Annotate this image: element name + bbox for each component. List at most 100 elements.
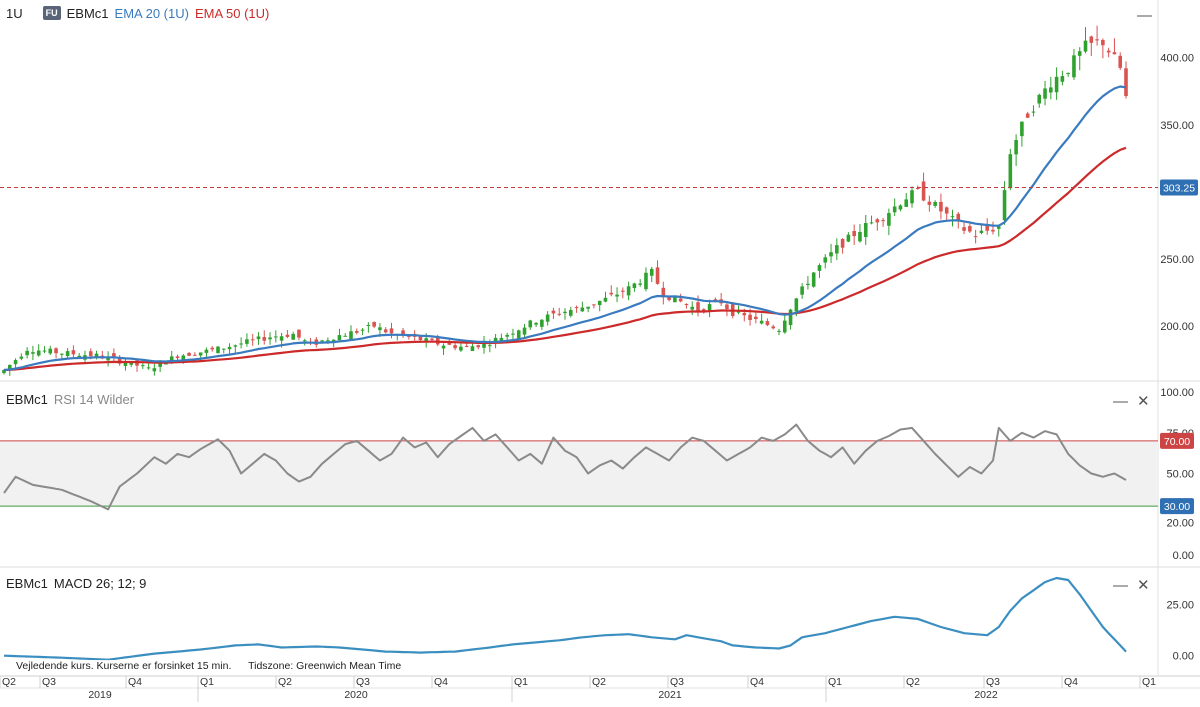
- year-label: 2020: [344, 689, 368, 701]
- candle: [632, 282, 637, 292]
- candle-body: [204, 349, 209, 353]
- candle: [1089, 35, 1094, 56]
- candle-body: [274, 336, 278, 338]
- candle-body: [545, 314, 550, 322]
- candle-body: [875, 219, 880, 223]
- candle-body: [869, 222, 874, 224]
- candle-body: [788, 309, 793, 326]
- candle: [152, 363, 157, 376]
- candle: [383, 327, 388, 334]
- macd-minimize-icon[interactable]: —: [1113, 577, 1128, 594]
- quarter-label: Q2: [278, 676, 292, 688]
- rsi-level-label: 30.00: [1164, 501, 1190, 513]
- candle: [881, 218, 885, 227]
- macd-label[interactable]: MACD 26; 12; 9: [53, 575, 147, 591]
- ema50-legend[interactable]: EMA 50 (1U): [194, 5, 270, 21]
- candle: [210, 346, 214, 352]
- candle-body: [673, 295, 677, 303]
- candle-body: [175, 356, 180, 359]
- candle-body: [187, 352, 191, 356]
- candle: [540, 319, 544, 330]
- candle: [910, 186, 914, 208]
- candle-body: [181, 355, 186, 362]
- candle: [754, 311, 758, 324]
- candle-body: [806, 283, 810, 285]
- candle: [221, 348, 226, 354]
- candle-body: [77, 355, 81, 358]
- candle-body: [401, 330, 405, 336]
- candle-body: [586, 306, 590, 309]
- rsi-close-icon[interactable]: ✕: [1137, 393, 1150, 410]
- candle: [545, 311, 550, 326]
- candle-body: [962, 227, 966, 231]
- quarter-label: Q3: [42, 676, 56, 688]
- candle: [528, 319, 533, 330]
- candle: [725, 302, 729, 317]
- candle: [1118, 52, 1123, 70]
- candle-body: [736, 311, 741, 313]
- candle: [42, 346, 47, 354]
- candle-body: [991, 229, 995, 232]
- candle: [1112, 38, 1117, 55]
- candle: [592, 304, 596, 309]
- candle: [898, 204, 903, 212]
- candle-body: [233, 345, 238, 347]
- candle-body: [858, 231, 862, 242]
- candle: [1025, 111, 1030, 118]
- ema20-legend[interactable]: EMA 20 (1U): [114, 5, 189, 21]
- candle-body: [638, 283, 642, 285]
- candle: [250, 333, 255, 346]
- candle: [522, 324, 527, 339]
- candle-body: [383, 329, 388, 333]
- candle: [626, 281, 631, 301]
- candle: [36, 344, 41, 357]
- candle: [1014, 134, 1018, 166]
- candle: [840, 238, 845, 254]
- candle: [1095, 25, 1099, 46]
- timeframe-label[interactable]: 1U: [6, 5, 23, 21]
- year-label: 2021: [658, 689, 682, 701]
- candle-body: [459, 346, 463, 351]
- candle: [765, 318, 770, 327]
- candle-body: [707, 304, 712, 312]
- ema50-line: [3, 146, 1127, 372]
- candle-body: [794, 298, 799, 312]
- candle-body: [649, 268, 654, 276]
- footer-note: Vejledende kurs. Kurserne er forsinket 1…: [16, 660, 416, 672]
- candle: [927, 195, 932, 212]
- candle-body: [950, 216, 955, 218]
- year-label: 2022: [974, 689, 998, 701]
- price-tick-label: 350.00: [1160, 120, 1194, 132]
- candle-body: [921, 181, 926, 201]
- candle: [661, 281, 666, 305]
- candle-body: [464, 345, 469, 347]
- candle: [678, 293, 683, 303]
- candle-body: [898, 205, 903, 210]
- candle: [609, 285, 614, 297]
- candle: [401, 328, 405, 338]
- candle-body: [112, 353, 116, 358]
- candle-body: [117, 357, 122, 364]
- quarter-label: Q2: [592, 676, 606, 688]
- candle: [777, 328, 781, 336]
- candle-body: [326, 340, 330, 342]
- symbol-label[interactable]: EBMc1: [66, 5, 109, 21]
- candle: [979, 223, 984, 235]
- rsi-label[interactable]: RSI 14 Wilder: [53, 391, 135, 407]
- rsi-minimize-icon[interactable]: —: [1113, 393, 1128, 410]
- candle-body: [678, 298, 683, 302]
- candle-body: [152, 368, 157, 372]
- candle: [1101, 38, 1105, 59]
- candle: [823, 254, 828, 269]
- candle-body: [759, 320, 764, 324]
- candle-body: [291, 333, 295, 340]
- macd-close-icon[interactable]: ✕: [1137, 577, 1150, 594]
- price-minimize-icon[interactable]: —: [1137, 7, 1152, 24]
- quarter-label: Q3: [356, 676, 370, 688]
- candle-body: [609, 292, 614, 295]
- candle-body: [297, 329, 301, 338]
- candle: [1083, 27, 1088, 54]
- candle-body: [169, 356, 174, 364]
- price-legend: 1U FU EBMc1 EMA 20 (1U) EMA 50 (1U): [6, 3, 269, 23]
